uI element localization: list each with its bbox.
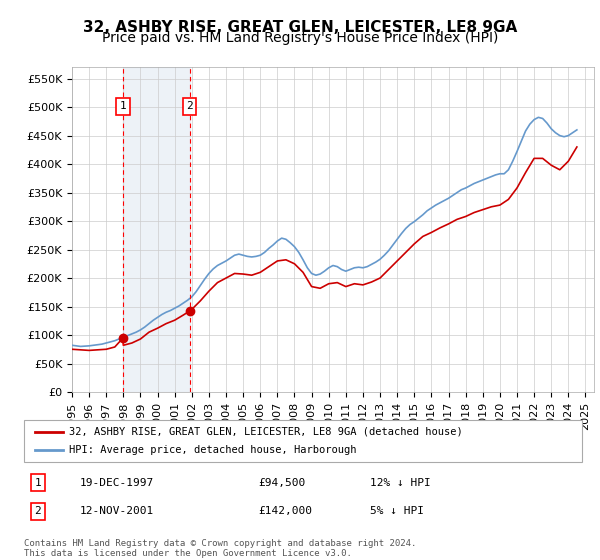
Text: 32, ASHBY RISE, GREAT GLEN, LEICESTER, LE8 9GA: 32, ASHBY RISE, GREAT GLEN, LEICESTER, L… bbox=[83, 20, 517, 35]
Text: 1: 1 bbox=[35, 478, 41, 488]
Text: 2: 2 bbox=[35, 506, 41, 516]
Text: 19-DEC-1997: 19-DEC-1997 bbox=[80, 478, 154, 488]
Text: 2: 2 bbox=[186, 101, 193, 111]
Text: Price paid vs. HM Land Registry's House Price Index (HPI): Price paid vs. HM Land Registry's House … bbox=[102, 31, 498, 45]
Text: £142,000: £142,000 bbox=[259, 506, 313, 516]
Text: 1: 1 bbox=[119, 101, 126, 111]
Text: 12% ↓ HPI: 12% ↓ HPI bbox=[370, 478, 431, 488]
Text: Contains HM Land Registry data © Crown copyright and database right 2024.
This d: Contains HM Land Registry data © Crown c… bbox=[24, 539, 416, 558]
Text: HPI: Average price, detached house, Harborough: HPI: Average price, detached house, Harb… bbox=[68, 445, 356, 455]
Text: £94,500: £94,500 bbox=[259, 478, 305, 488]
FancyBboxPatch shape bbox=[24, 420, 582, 462]
Text: 12-NOV-2001: 12-NOV-2001 bbox=[80, 506, 154, 516]
Text: 32, ASHBY RISE, GREAT GLEN, LEICESTER, LE8 9GA (detached house): 32, ASHBY RISE, GREAT GLEN, LEICESTER, L… bbox=[68, 427, 463, 437]
Text: 5% ↓ HPI: 5% ↓ HPI bbox=[370, 506, 424, 516]
Bar bbox=[123, 67, 190, 392]
